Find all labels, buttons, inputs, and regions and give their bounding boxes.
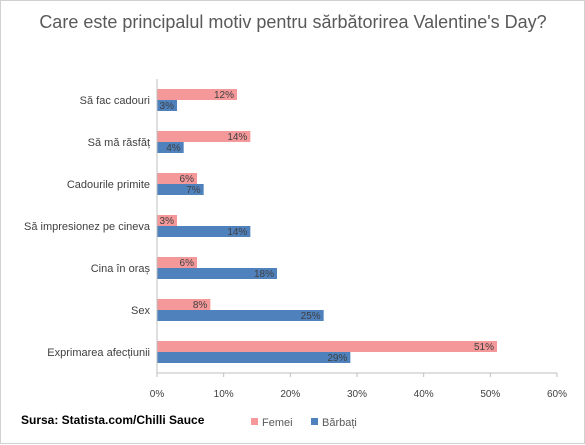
category-label: Sex xyxy=(131,305,150,317)
data-label: 25% xyxy=(301,311,321,322)
category-label: Să impresionez pe cineva xyxy=(24,221,151,233)
bar-femei xyxy=(157,173,197,184)
x-tick-label: 40% xyxy=(414,389,434,400)
bar-femei xyxy=(157,89,237,100)
x-tick-label: 20% xyxy=(280,389,300,400)
bars xyxy=(157,89,497,363)
bar-barbati xyxy=(157,268,277,279)
legend-swatch-femei xyxy=(251,418,258,425)
bar-femei xyxy=(157,131,251,142)
bar-barbati xyxy=(157,226,251,237)
data-label: 6% xyxy=(180,258,195,269)
x-tick-label: 30% xyxy=(347,389,367,400)
x-tick-label: 0% xyxy=(150,389,165,400)
bar-femei xyxy=(157,257,197,268)
data-label: 12% xyxy=(214,90,234,101)
data-labels: 12%3%14%4%6%7%3%14%6%18%8%25%51%29% xyxy=(160,90,495,364)
data-label: 29% xyxy=(327,353,347,364)
legend-label: Bărbați xyxy=(322,417,357,429)
x-tick-label: 10% xyxy=(214,389,234,400)
data-label: 3% xyxy=(160,216,175,227)
category-label: Exprimarea afecțiunii xyxy=(47,347,150,359)
category-label: Cadourile primite xyxy=(67,179,150,191)
legend: Femei Bărbați xyxy=(251,417,357,429)
category-label: Cina în oraș xyxy=(91,263,151,275)
data-label: 51% xyxy=(474,342,494,353)
data-label: 14% xyxy=(227,227,247,238)
data-label: 3% xyxy=(160,101,175,112)
legend-label: Femei xyxy=(262,417,293,429)
bar-femei xyxy=(157,215,177,226)
source-note: Sursa: Statista.com/Chilli Sauce xyxy=(21,413,205,427)
data-label: 4% xyxy=(166,143,181,154)
data-label: 18% xyxy=(254,269,274,280)
bar-femei xyxy=(157,299,211,310)
bar-barbati xyxy=(157,142,184,153)
chart-title: Care este principalul motiv pentru sărbă… xyxy=(39,12,546,32)
data-label: 7% xyxy=(186,185,201,196)
legend-swatch-barbati xyxy=(311,418,318,425)
data-label: 8% xyxy=(193,300,208,311)
x-axis-ticks: 0% 10% 20% 30% 40% 50% 60% xyxy=(150,373,567,400)
bar-barbati xyxy=(157,184,204,195)
category-label: Să fac cadouri xyxy=(80,95,150,107)
bar-femei xyxy=(157,341,497,352)
bar-barbati xyxy=(157,310,324,321)
x-tick-label: 60% xyxy=(547,389,567,400)
category-label: Să mă răsfăț xyxy=(88,137,150,149)
data-label: 6% xyxy=(180,174,195,185)
bar-barbati xyxy=(157,100,177,111)
x-tick-label: 50% xyxy=(480,389,500,400)
category-labels: Să fac cadouri Să mă răsfăț Cadourile prim… xyxy=(24,95,151,359)
data-label: 14% xyxy=(227,132,247,143)
bar-barbati xyxy=(157,352,351,363)
